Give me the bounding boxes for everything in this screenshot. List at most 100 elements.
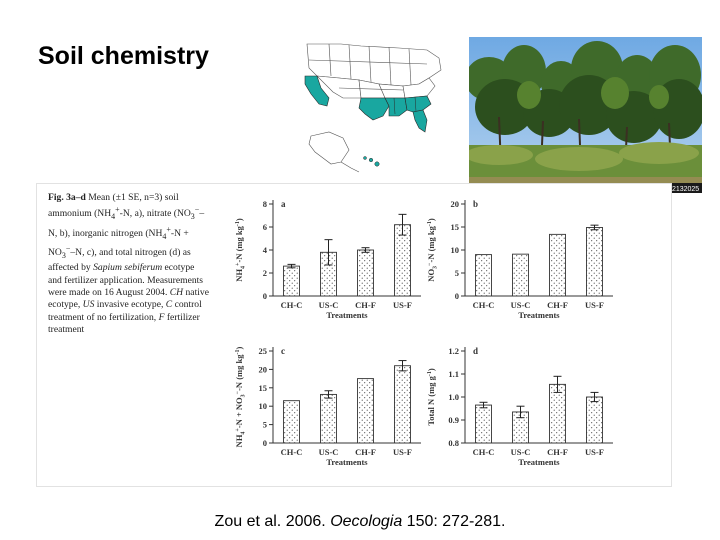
y-axis-label-part: ) <box>426 368 436 371</box>
x-tick-label: US-F <box>393 447 412 457</box>
citation: Zou et al. 2006. Oecologia 150: 272-281. <box>0 513 720 531</box>
us-map <box>299 40 447 175</box>
y-tick-label: 25 <box>259 346 268 356</box>
y-tick-label: 1.1 <box>448 369 459 379</box>
y-axis-label-part: ) <box>234 218 244 221</box>
caption-text: –N, c), and total nitrogen (d) as affect… <box>48 247 191 274</box>
chart-panel-c: 0 5 10 15 20 25 c CH-C US-C CH-F US-F Treatments NH4… <box>234 346 421 467</box>
x-tick-label: US-F <box>585 300 604 310</box>
y-tick-label: 1.0 <box>448 392 459 402</box>
y-axis-label-part: -1 <box>427 371 433 376</box>
y-tick-label: 15 <box>259 383 268 393</box>
y-axis-label-part: -N (mg <box>426 235 436 262</box>
y-axis-label-part: -N + <box>234 410 244 428</box>
caption-sub: 3 <box>61 251 66 261</box>
y-axis-label-part: g <box>426 375 436 380</box>
bar <box>549 383 566 444</box>
caption-sup: + <box>115 205 120 215</box>
y-axis-label-part: NH <box>234 434 244 447</box>
x-tick-label: US-F <box>393 300 412 310</box>
bar <box>357 378 374 444</box>
figure-label: Fig. 3a–d <box>48 192 86 203</box>
chart-panel-d: 0.8 0.9 1.0 1.1 1.2 d CH-C US-C CH-F US-F Treatmen… <box>426 346 613 467</box>
x-tick-label: US-F <box>585 447 604 457</box>
caption-sub: 4 <box>162 231 167 241</box>
y-tick-label: 0.8 <box>448 438 459 448</box>
y-axis-label-part: ) <box>426 218 436 221</box>
y-tick-label: 6 <box>263 222 267 232</box>
caption-text: native ecotype, <box>48 287 209 311</box>
x-axis-label: Treatments <box>518 457 560 467</box>
highlighted-states <box>304 75 432 133</box>
bar <box>320 393 337 444</box>
caption-text: -N + NO <box>48 227 189 259</box>
bar <box>586 396 603 444</box>
y-axis-label-part: -1 <box>235 221 241 226</box>
caption-text: –N, b), inorganic nitrogen (NH <box>48 208 205 239</box>
bar <box>394 365 411 444</box>
x-tick-label: CH-F <box>355 447 376 457</box>
x-tick-label: CH-F <box>547 300 568 310</box>
y-axis-label-part: ) <box>234 347 244 350</box>
caption-abbr: CH <box>169 287 184 299</box>
y-tick-label: 1.2 <box>448 346 459 356</box>
y-tick-label: 8 <box>263 199 267 209</box>
bar <box>549 233 566 297</box>
panel-letter: c <box>281 346 285 356</box>
caption-abbr: F <box>158 311 165 323</box>
y-axis-label-part: + <box>235 428 241 432</box>
y-axis-label-part: 3 <box>241 394 247 397</box>
panel-letter: d <box>473 346 478 356</box>
y-tick-label: 2 <box>263 268 267 278</box>
y-tick-label: 10 <box>451 245 460 255</box>
caption-text: invasive ecotype, <box>94 299 166 311</box>
y-axis-label-part: NH <box>234 269 244 282</box>
y-axis-label-part: -N (mg <box>234 235 244 262</box>
forest-photo-graphic: UGA2132025 <box>469 37 702 193</box>
panel-letter: b <box>473 199 478 209</box>
caption-sup: − <box>194 205 200 215</box>
y-tick-label: 20 <box>451 199 460 209</box>
x-axis-label: Treatments <box>518 310 560 320</box>
photo-watermark: UGA2132025 <box>657 186 700 193</box>
us-map-graphic <box>304 43 442 173</box>
y-axis-label-part: -1 <box>427 221 433 226</box>
x-axis-label: Treatments <box>326 310 368 320</box>
y-axis-label: NO3−-N (mg kg-1) <box>426 218 439 282</box>
y-axis-label-part: -N (mg <box>234 364 244 391</box>
y-axis-label-part: − <box>427 262 433 266</box>
y-axis-label-part: NO <box>426 269 436 282</box>
x-axis-label: Treatments <box>326 457 368 467</box>
caption-sub: 3 <box>190 212 195 222</box>
x-tick-label: CH-C <box>281 300 303 310</box>
y-axis-label-part: -1 <box>235 350 241 355</box>
y-tick-label: 5 <box>455 268 459 278</box>
y-axis-label-part: + <box>235 262 241 266</box>
x-tick-label: CH-F <box>355 300 376 310</box>
bar <box>283 400 300 444</box>
y-axis-label-part: kg <box>426 225 436 235</box>
caption-sub: 4 <box>111 212 116 222</box>
y-tick-label: 15 <box>451 222 460 232</box>
citation-authors: Zou et al. 2006. <box>214 513 331 530</box>
y-tick-label: 0 <box>263 438 267 448</box>
caption-text: fertilizer treatment <box>48 311 200 335</box>
caption-abbr: US <box>82 299 95 311</box>
y-axis-label: Total N (mg g-1) <box>426 368 436 426</box>
x-tick-label: US-C <box>319 300 339 310</box>
caption-sup: + <box>166 224 171 234</box>
caption-species: Sapium sebiferum <box>93 262 163 274</box>
y-tick-label: 0 <box>455 291 459 301</box>
x-tick-label: CH-C <box>473 447 495 457</box>
y-axis-label-part: − <box>235 390 241 394</box>
citation-journal: Oecologia <box>330 513 403 530</box>
y-tick-label: 0.9 <box>448 415 459 425</box>
y-axis-label-part: Total N (mg <box>426 380 436 425</box>
caption-abbr: C <box>165 299 173 311</box>
bar <box>475 404 492 444</box>
y-axis-label: NH4+-N + NO3−-N (mg kg-1) <box>234 347 247 448</box>
x-tick-label: CH-C <box>281 447 303 457</box>
y-tick-label: 0 <box>263 291 267 301</box>
